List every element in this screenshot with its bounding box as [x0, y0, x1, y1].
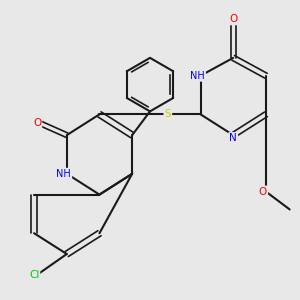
- Text: S: S: [164, 109, 171, 119]
- Text: NH: NH: [190, 71, 205, 81]
- Text: NH: NH: [56, 169, 71, 179]
- Text: Cl: Cl: [29, 270, 39, 280]
- Text: O: O: [33, 118, 41, 128]
- Text: O: O: [229, 14, 237, 24]
- Text: O: O: [259, 187, 267, 196]
- Text: N: N: [229, 133, 237, 143]
